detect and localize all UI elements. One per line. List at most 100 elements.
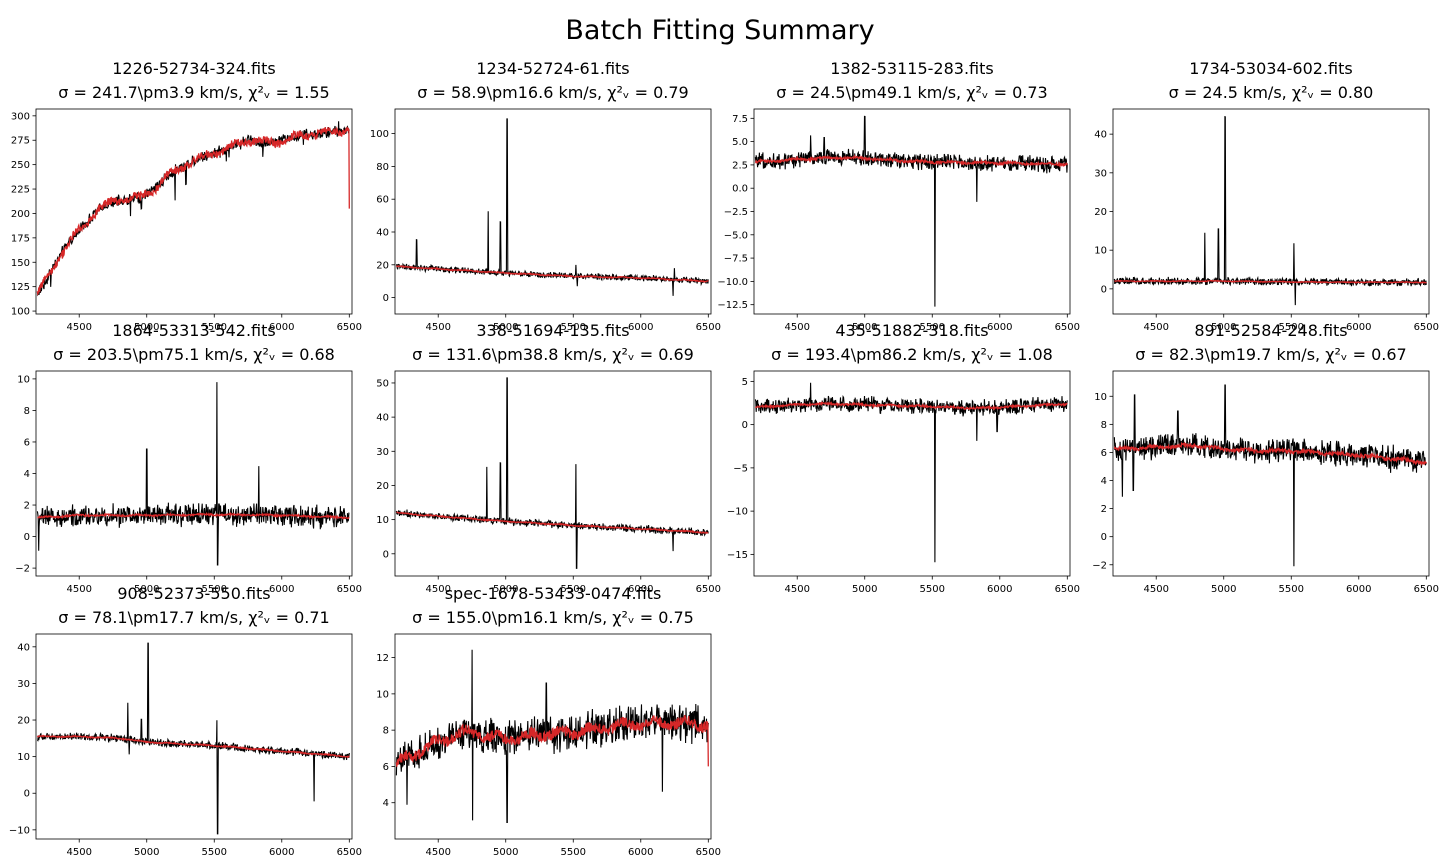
y-tick-label: 0: [24, 532, 30, 543]
axes-frame: [394, 370, 712, 577]
x-tick-label: 6000: [628, 322, 653, 333]
x-tick-label: 5500: [920, 584, 945, 595]
y-tick-label: 80: [376, 162, 389, 173]
y-tick-label: 100: [370, 129, 389, 140]
subplot-fit-summary: σ = 241.7\pm3.9 km/s, χ²ᵥ = 1.55: [58, 83, 329, 102]
x-tick-label: 4500: [1143, 584, 1168, 595]
observed-spectrum-line: [36, 382, 350, 566]
figure-title: Batch Fitting Summary: [565, 15, 874, 46]
y-tick-label: −15: [727, 550, 748, 561]
subplot-filename: 908-52373-550.fits: [117, 584, 270, 603]
subplot-5: 1864-53313-542.fits σ = 203.5\pm75.1 km/s…: [15, 321, 362, 595]
y-tick-label: −2: [15, 564, 30, 575]
y-tick-label: 30: [376, 447, 389, 458]
x-tick-label: 5000: [1211, 584, 1236, 595]
y-tick-label: 30: [17, 679, 30, 690]
x-tick-label: 6000: [269, 584, 294, 595]
x-tick-label: 5500: [561, 584, 586, 595]
x-tick-label: 4500: [425, 847, 450, 858]
y-tick-label: 0: [1101, 532, 1107, 543]
y-tick-label: 4: [383, 798, 389, 809]
x-tick-label: 6000: [628, 847, 653, 858]
x-tick-label: 5000: [852, 322, 877, 333]
y-tick-label: 4: [24, 469, 30, 480]
y-tick-label: 30: [1094, 168, 1107, 179]
subplot-9: 908-52373-550.fits σ = 78.1\pm17.7 km/s, …: [9, 584, 362, 858]
x-tick-label: 5000: [134, 322, 159, 333]
subplot-fit-summary: σ = 58.9\pm16.6 km/s, χ²ᵥ = 0.79: [417, 83, 688, 102]
y-tick-label: 0.0: [732, 184, 748, 195]
x-tick-label: 6000: [269, 847, 294, 858]
x-tick-label: 4500: [66, 847, 91, 858]
y-tick-label: 275: [11, 136, 30, 147]
subplot-fit-summary: σ = 82.3\pm19.7 km/s, χ²ᵥ = 0.67: [1135, 345, 1406, 364]
y-tick-label: 5: [742, 377, 748, 388]
y-tick-label: 2: [24, 501, 30, 512]
subplot-filename: 1226-52734-324.fits: [112, 59, 275, 78]
y-tick-label: 6: [24, 437, 30, 448]
model-fit-line: [1114, 279, 1427, 284]
y-tick-label: 125: [11, 282, 30, 293]
y-tick-label: 20: [376, 481, 389, 492]
x-tick-label: 6000: [628, 584, 653, 595]
y-tick-label: 6: [1101, 448, 1107, 459]
subplot-fit-summary: σ = 131.6\pm38.8 km/s, χ²ᵥ = 0.69: [412, 345, 694, 364]
y-tick-label: −10: [727, 507, 748, 518]
x-tick-label: 4500: [425, 322, 450, 333]
subplot-fit-summary: σ = 78.1\pm17.7 km/s, χ²ᵥ = 0.71: [58, 608, 329, 627]
y-tick-label: 20: [17, 716, 30, 727]
subplot-filename: 1234-52724-61.fits: [476, 59, 629, 78]
subplot-filename: 891-52584-248.fits: [1194, 321, 1347, 340]
x-tick-label: 6500: [337, 322, 362, 333]
x-tick-label: 6500: [337, 584, 362, 595]
y-tick-label: −7.5: [724, 254, 748, 265]
x-tick-label: 6500: [1055, 322, 1080, 333]
x-tick-label: 6500: [696, 847, 721, 858]
subplot-4: 1734-53034-602.fits σ = 24.5 km/s, χ²ᵥ = …: [1094, 59, 1439, 333]
plot-area: [1113, 384, 1427, 567]
y-tick-label: 0: [383, 549, 389, 560]
y-tick-label: 60: [376, 195, 389, 206]
subplot-1: 1226-52734-324.fits σ = 241.7\pm3.9 km/s,…: [11, 59, 362, 333]
model-fit-line: [36, 126, 350, 296]
y-tick-label: −5.0: [724, 230, 748, 241]
x-tick-label: 5000: [493, 584, 518, 595]
model-fit-line: [754, 154, 1068, 168]
subplot-filename: spec-1678-53433-0474.fits: [445, 584, 662, 603]
x-tick-label: 6000: [987, 322, 1012, 333]
y-tick-label: 10: [1094, 392, 1107, 403]
x-tick-label: 5000: [493, 322, 518, 333]
y-tick-label: 40: [1094, 130, 1107, 141]
plot-area: [36, 382, 350, 566]
y-tick-label: −10.0: [717, 277, 748, 288]
plot-area: [395, 377, 709, 569]
y-tick-label: 10: [17, 374, 30, 385]
y-tick-label: 0: [24, 789, 30, 800]
model-fit-line: [395, 714, 709, 767]
x-tick-label: 6500: [337, 847, 362, 858]
y-tick-label: 5.0: [732, 137, 748, 148]
x-tick-label: 5500: [1279, 584, 1304, 595]
y-tick-label: 0: [1101, 284, 1107, 295]
observed-spectrum-line: [1113, 115, 1427, 306]
x-tick-label: 6500: [1414, 584, 1439, 595]
x-tick-label: 5500: [561, 847, 586, 858]
axes-frame: [394, 633, 712, 840]
observed-spectrum-line: [395, 377, 709, 569]
model-fit-line: [1113, 441, 1427, 467]
x-tick-label: 6000: [1346, 584, 1371, 595]
y-tick-label: 10: [376, 515, 389, 526]
x-tick-label: 6500: [1055, 584, 1080, 595]
y-tick-label: 50: [376, 378, 389, 389]
y-tick-label: 0: [742, 420, 748, 431]
y-tick-label: 40: [17, 642, 30, 653]
x-tick-label: 5000: [134, 584, 159, 595]
y-tick-label: 8: [1101, 420, 1107, 431]
subplot-2: 1234-52724-61.fits σ = 58.9\pm16.6 km/s, …: [370, 59, 721, 333]
x-tick-label: 5500: [202, 584, 227, 595]
subplot-filename: 435-51882-318.fits: [835, 321, 988, 340]
observed-spectrum-line: [754, 115, 1068, 307]
y-tick-label: 8: [24, 406, 30, 417]
y-tick-label: 8: [383, 726, 389, 737]
